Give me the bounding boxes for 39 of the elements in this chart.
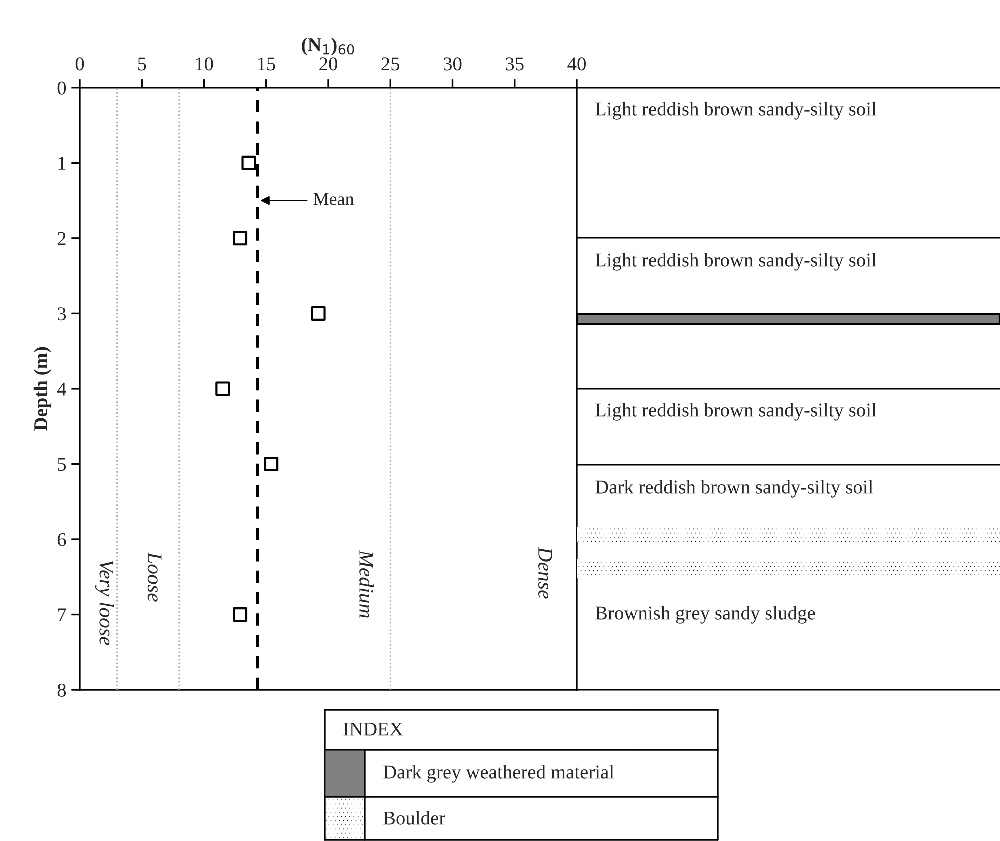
x-tick-label: 35 xyxy=(506,58,524,71)
annotation: Dense xyxy=(538,546,552,599)
annotation: Medium xyxy=(360,550,374,618)
text: INDEX xyxy=(344,722,404,736)
x-tick-label: 40 xyxy=(568,58,586,71)
text: Light reddish brown sandy-silty soil xyxy=(596,253,877,271)
x-tick-label: 5 xyxy=(138,58,146,71)
point xyxy=(233,231,248,246)
point xyxy=(216,382,230,396)
text: Light reddish brown sandy-silty soil xyxy=(596,102,877,120)
text: Dark grey weathered material xyxy=(384,765,614,783)
x-tick-label: 0 xyxy=(76,58,84,71)
x-tick-label: 20 xyxy=(320,58,338,71)
y-axis-title: Depth (m) xyxy=(34,347,52,432)
y-tick-label: 5 xyxy=(58,458,66,472)
x-tick-label: 30 xyxy=(444,58,462,71)
x-tick-label: 25 xyxy=(382,58,400,71)
y-tick-label: 6 xyxy=(58,533,66,546)
point xyxy=(264,456,279,472)
annotation: Loose xyxy=(148,552,162,602)
text: Light reddish brown sandy-silty soil xyxy=(596,403,877,421)
ref-line-label: Mean xyxy=(314,193,354,206)
text: Brownish grey sandy sludge xyxy=(596,606,816,624)
x-tick-label: 15 xyxy=(258,58,276,71)
x-axis-title: (N$_{1}$)$_{60}$ xyxy=(302,38,354,56)
y-tick-label: 2 xyxy=(58,232,66,246)
y-tick-label: 4 xyxy=(57,382,66,396)
y-tick-label: 0 xyxy=(58,82,66,95)
x-tick-label: 10 xyxy=(196,58,214,71)
text: Boulder xyxy=(384,811,446,825)
y-tick-label: 1 xyxy=(58,157,66,170)
y-tick-label: 8 xyxy=(58,684,66,697)
text: Dark reddish brown sandy-silty soil xyxy=(596,480,874,498)
annotation: Very loose xyxy=(95,560,114,646)
y-tick-label: 3 xyxy=(58,308,66,321)
point xyxy=(233,608,248,622)
y-tick-label: 7 xyxy=(58,608,66,622)
point xyxy=(242,156,256,170)
point xyxy=(311,306,326,321)
